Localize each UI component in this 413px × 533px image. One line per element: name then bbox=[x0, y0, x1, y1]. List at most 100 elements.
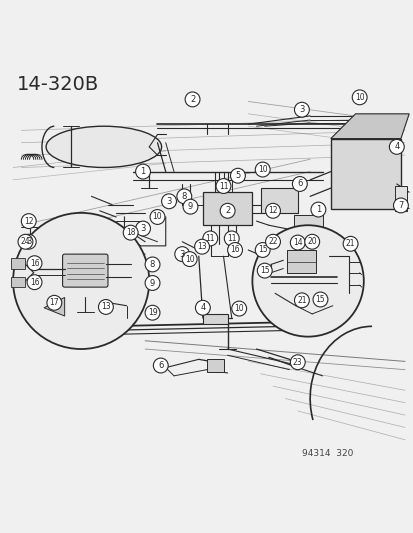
Text: 8: 8 bbox=[150, 260, 155, 269]
Circle shape bbox=[18, 235, 33, 249]
Text: 3: 3 bbox=[179, 249, 185, 259]
Text: 12: 12 bbox=[268, 206, 277, 215]
Text: 1: 1 bbox=[140, 167, 145, 176]
Text: 17: 17 bbox=[50, 298, 59, 308]
Circle shape bbox=[47, 295, 62, 310]
Circle shape bbox=[227, 243, 242, 257]
FancyBboxPatch shape bbox=[287, 250, 316, 273]
Text: 2: 2 bbox=[190, 95, 195, 104]
Text: 14: 14 bbox=[292, 238, 302, 247]
Circle shape bbox=[176, 189, 191, 204]
Circle shape bbox=[135, 221, 150, 236]
Circle shape bbox=[27, 274, 42, 289]
Circle shape bbox=[292, 176, 306, 191]
Circle shape bbox=[185, 92, 199, 107]
Text: 7: 7 bbox=[397, 201, 403, 210]
Circle shape bbox=[150, 209, 164, 224]
Text: 18: 18 bbox=[126, 228, 135, 237]
FancyBboxPatch shape bbox=[293, 215, 322, 236]
Text: 10: 10 bbox=[152, 213, 162, 222]
Circle shape bbox=[230, 168, 245, 183]
Text: 13: 13 bbox=[101, 302, 110, 311]
Ellipse shape bbox=[46, 126, 161, 167]
Text: 14-320B: 14-320B bbox=[17, 75, 99, 94]
Circle shape bbox=[224, 231, 239, 246]
Text: 16: 16 bbox=[230, 246, 239, 254]
Text: 11: 11 bbox=[205, 234, 214, 243]
Text: 15: 15 bbox=[315, 295, 325, 304]
Circle shape bbox=[304, 235, 319, 249]
Text: 10: 10 bbox=[185, 255, 194, 264]
Text: 15: 15 bbox=[257, 246, 267, 254]
Polygon shape bbox=[330, 139, 400, 209]
Text: 5: 5 bbox=[235, 171, 240, 180]
Text: 13: 13 bbox=[197, 242, 206, 251]
Text: 12: 12 bbox=[24, 216, 33, 225]
Text: 2: 2 bbox=[224, 206, 230, 215]
Circle shape bbox=[257, 263, 271, 278]
FancyBboxPatch shape bbox=[202, 314, 227, 324]
Circle shape bbox=[310, 202, 325, 217]
Circle shape bbox=[202, 231, 217, 246]
Circle shape bbox=[392, 198, 407, 213]
Circle shape bbox=[145, 257, 159, 272]
Text: 3: 3 bbox=[299, 105, 304, 114]
Text: 23: 23 bbox=[292, 358, 302, 367]
Circle shape bbox=[21, 214, 36, 229]
Circle shape bbox=[342, 236, 357, 251]
Text: 11: 11 bbox=[218, 182, 228, 190]
Circle shape bbox=[98, 300, 113, 314]
Circle shape bbox=[174, 247, 189, 262]
Text: 21: 21 bbox=[345, 239, 354, 248]
Circle shape bbox=[145, 276, 159, 290]
Circle shape bbox=[161, 194, 176, 209]
Text: 9: 9 bbox=[150, 279, 155, 287]
Circle shape bbox=[27, 256, 42, 271]
Text: 1: 1 bbox=[315, 205, 320, 214]
Text: 6: 6 bbox=[158, 361, 163, 370]
Text: 4: 4 bbox=[393, 142, 399, 151]
FancyBboxPatch shape bbox=[62, 254, 108, 287]
Polygon shape bbox=[44, 297, 64, 316]
Circle shape bbox=[153, 358, 168, 373]
Text: 10: 10 bbox=[354, 93, 363, 102]
Text: 4: 4 bbox=[200, 303, 205, 312]
Circle shape bbox=[194, 239, 209, 254]
Circle shape bbox=[294, 293, 309, 308]
Circle shape bbox=[216, 179, 230, 193]
FancyBboxPatch shape bbox=[11, 259, 25, 269]
Circle shape bbox=[290, 355, 304, 370]
Circle shape bbox=[294, 102, 309, 117]
Text: 16: 16 bbox=[30, 278, 39, 287]
Text: 21: 21 bbox=[297, 296, 306, 305]
FancyBboxPatch shape bbox=[394, 186, 406, 211]
Circle shape bbox=[123, 225, 138, 240]
Text: 16: 16 bbox=[30, 259, 39, 268]
Circle shape bbox=[195, 300, 210, 315]
FancyBboxPatch shape bbox=[260, 188, 297, 213]
Circle shape bbox=[252, 225, 363, 337]
Text: 3: 3 bbox=[140, 224, 145, 233]
Text: 19: 19 bbox=[147, 308, 157, 317]
Text: 24: 24 bbox=[21, 237, 30, 246]
FancyBboxPatch shape bbox=[202, 192, 252, 225]
Circle shape bbox=[13, 213, 149, 349]
Text: 22: 22 bbox=[268, 237, 277, 246]
Text: 9: 9 bbox=[188, 202, 192, 211]
Circle shape bbox=[312, 292, 327, 307]
Text: 10: 10 bbox=[257, 165, 267, 174]
FancyBboxPatch shape bbox=[11, 277, 25, 287]
Circle shape bbox=[182, 252, 197, 266]
Circle shape bbox=[265, 235, 280, 249]
Circle shape bbox=[183, 199, 197, 214]
Circle shape bbox=[231, 301, 246, 316]
FancyBboxPatch shape bbox=[206, 359, 223, 372]
Text: 8: 8 bbox=[181, 192, 187, 201]
Circle shape bbox=[265, 204, 280, 218]
Circle shape bbox=[21, 235, 36, 249]
Circle shape bbox=[351, 90, 366, 105]
Text: 10: 10 bbox=[234, 304, 243, 313]
Circle shape bbox=[255, 243, 269, 257]
Text: 20: 20 bbox=[307, 237, 316, 246]
Text: 11: 11 bbox=[226, 234, 236, 243]
